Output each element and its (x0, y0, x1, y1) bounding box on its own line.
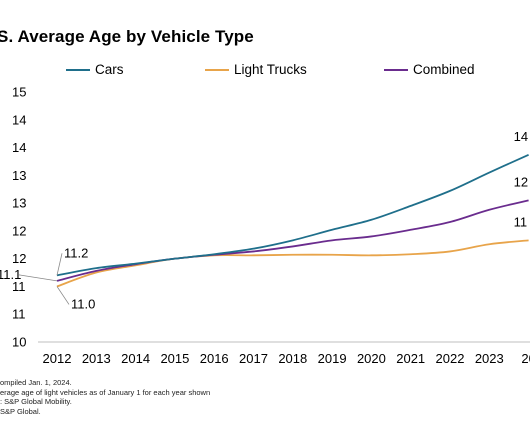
y-tick-label: 14 (12, 140, 26, 155)
x-tick-label: 2021 (396, 351, 425, 366)
x-tick-label: 20 (521, 351, 530, 366)
x-tick-label: 2016 (200, 351, 229, 366)
series-line-light-trucks (56, 239, 529, 288)
y-tick-label: 11 (12, 307, 26, 322)
x-tick-label: 2013 (82, 351, 111, 366)
y-tick-label: 13 (12, 168, 26, 183)
x-tick-label: 2012 (43, 351, 72, 366)
note-line: ompiled Jan. 1, 2024. (0, 378, 72, 387)
chart-notes: ompiled Jan. 1, 2024. erage age of light… (0, 378, 210, 416)
x-tick-label: 2019 (318, 351, 347, 366)
data-label: 14 (514, 129, 528, 144)
legend-label-combined: Combined (413, 62, 475, 77)
y-tick-label: 10 (12, 335, 26, 350)
series-lines (56, 153, 529, 288)
y-tick-label: 14 (12, 112, 26, 127)
legend-swatch-combined (384, 68, 408, 71)
legend-item-combined: Combined (384, 62, 475, 77)
legend-item-cars: Cars (66, 62, 124, 77)
data-label: 11.2 (64, 245, 88, 260)
label-leader-line (56, 253, 63, 276)
x-tick-label: 2022 (436, 351, 465, 366)
legend-label-light-trucks: Light Trucks (234, 62, 307, 77)
x-tick-label: 2023 (475, 351, 504, 366)
note-line: : S&P Global Mobility. (0, 397, 72, 407)
legend-swatch-cars (66, 68, 90, 71)
y-tick-label: 11 (12, 279, 26, 294)
legend-swatch-light-trucks (205, 68, 229, 71)
x-tick-label: 2020 (357, 351, 386, 366)
data-label: 11.1 (0, 267, 21, 282)
data-labels: 11.2 11.1 11.0 14 12 11 (0, 129, 528, 312)
label-leader-line (56, 286, 70, 305)
x-tick-label: 2018 (278, 351, 307, 366)
legend-label-cars: Cars (95, 62, 124, 77)
data-label: 11 (514, 214, 528, 229)
chart-title: S. Average Age by Vehicle Type (0, 27, 254, 46)
y-tick-label: 13 (12, 196, 26, 211)
x-tick-label: 2017 (239, 351, 268, 366)
y-tick-label: 15 (12, 85, 26, 100)
label-leader-line (18, 274, 58, 282)
chart-legend: Cars Light Trucks Combined (0, 62, 530, 80)
y-tick-label: 12 (12, 251, 26, 266)
y-tick-label: 12 (12, 223, 26, 238)
data-label: 11.0 (71, 296, 95, 311)
note-line: S&P Global. (0, 406, 41, 416)
series-line-cars (56, 153, 529, 277)
note-line: erage age of light vehicles as of Januar… (0, 387, 211, 397)
x-tick-label: 2014 (121, 351, 150, 366)
data-label: 12 (514, 174, 528, 189)
legend-item-light-trucks: Light Trucks (205, 62, 307, 77)
x-tick-label: 2015 (160, 351, 189, 366)
